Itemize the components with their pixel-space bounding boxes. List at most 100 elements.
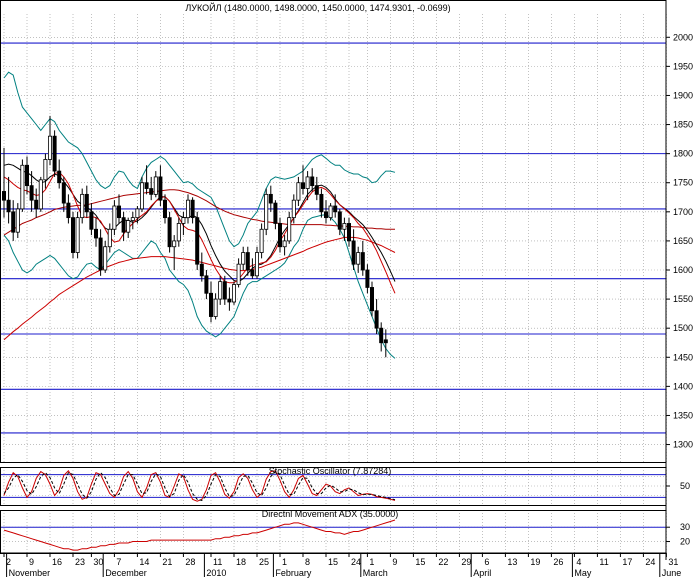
x-tick-label: 19 bbox=[530, 557, 540, 567]
candle-body bbox=[231, 284, 236, 303]
candle-body bbox=[360, 252, 365, 271]
x-tick-label: 1 bbox=[369, 557, 374, 567]
x-tick-label: 31 bbox=[668, 557, 678, 567]
x-tick-label: 9 bbox=[392, 557, 397, 567]
x-tick-label: 6 bbox=[484, 557, 489, 567]
candle-body bbox=[268, 193, 273, 204]
candle bbox=[379, 322, 384, 352]
adx-label: Directnl Movement ADX (35.0000) bbox=[262, 509, 399, 519]
candle bbox=[162, 194, 167, 224]
candle bbox=[199, 252, 204, 282]
adx-tick-label: 30 bbox=[680, 522, 690, 532]
candle-body bbox=[305, 176, 310, 189]
candle-body bbox=[319, 193, 324, 213]
candle-body bbox=[38, 179, 43, 210]
candle-body bbox=[185, 199, 190, 219]
y-axis: 1300 1350 1400 1450 1500 1550 1600 1650 1700 1750… bbox=[666, 32, 693, 547]
candle bbox=[121, 211, 126, 241]
x-tick-label: 14 bbox=[139, 557, 149, 567]
candle-body bbox=[98, 237, 103, 271]
candle-body bbox=[277, 223, 282, 248]
candle bbox=[11, 200, 16, 241]
candle-body bbox=[84, 193, 89, 213]
candle bbox=[48, 115, 53, 166]
candle-body bbox=[172, 240, 177, 248]
stochastic-tick-label: 50 bbox=[680, 481, 690, 491]
x-tick-label: 26 bbox=[553, 557, 563, 567]
candle-body bbox=[190, 199, 195, 219]
candle-body bbox=[149, 188, 154, 195]
x-tick-label: 25 bbox=[259, 557, 269, 567]
candle-body bbox=[250, 269, 255, 277]
candle-body bbox=[199, 263, 204, 277]
candle bbox=[277, 217, 282, 253]
x-tick-label: 4 bbox=[576, 557, 581, 567]
candle bbox=[250, 258, 255, 279]
candle bbox=[360, 240, 365, 276]
candle-body bbox=[176, 223, 181, 242]
candle bbox=[144, 165, 149, 195]
candle bbox=[328, 203, 333, 221]
candle bbox=[195, 211, 200, 270]
x-tick-label: 15 bbox=[415, 557, 425, 567]
candle bbox=[20, 159, 25, 212]
candle bbox=[268, 185, 273, 212]
candle-body bbox=[126, 220, 131, 233]
candle-body bbox=[24, 164, 29, 187]
candle bbox=[172, 235, 177, 270]
candle-body bbox=[66, 202, 71, 219]
y-tick-label: 1750 bbox=[673, 178, 693, 188]
candle bbox=[52, 130, 57, 177]
candle bbox=[94, 217, 99, 247]
candle-body bbox=[346, 223, 351, 242]
candle bbox=[374, 299, 379, 334]
candle-body bbox=[314, 185, 319, 195]
moving-average-fast-line bbox=[3, 171, 396, 294]
candle-body bbox=[112, 205, 117, 230]
x-tick-label: 13 bbox=[507, 557, 517, 567]
candle bbox=[319, 188, 324, 218]
y-tick-label: 1300 bbox=[673, 440, 693, 450]
y-tick-label: 1450 bbox=[673, 352, 693, 362]
x-tick-label: 16 bbox=[52, 557, 62, 567]
candle-body bbox=[80, 193, 85, 219]
candle bbox=[259, 223, 264, 259]
candle bbox=[107, 223, 112, 253]
x-axis: 2 9 16 23 30 7 14 21 28 11 18 25 1 8 15 24 1 9 15 22 29 6 13 19… bbox=[0, 552, 681, 578]
candle bbox=[323, 200, 328, 224]
candle-body bbox=[245, 252, 250, 271]
candle-body bbox=[117, 205, 122, 219]
candle bbox=[66, 194, 71, 224]
candle bbox=[222, 275, 227, 305]
candle bbox=[282, 235, 287, 256]
candle-body bbox=[34, 199, 39, 210]
candle-body bbox=[135, 208, 140, 219]
candle-body bbox=[227, 298, 232, 303]
y-tick-label: 1850 bbox=[673, 120, 693, 130]
candle-body bbox=[374, 310, 379, 329]
candle-body bbox=[57, 170, 62, 184]
candle bbox=[153, 171, 158, 198]
candle bbox=[254, 246, 259, 279]
candle bbox=[167, 211, 172, 253]
y-tick-label: 1900 bbox=[673, 90, 693, 100]
candle-body bbox=[328, 205, 333, 219]
candle bbox=[273, 200, 278, 230]
candle-body bbox=[167, 217, 172, 248]
candle bbox=[135, 206, 140, 224]
candle bbox=[24, 156, 29, 195]
candle bbox=[337, 208, 342, 236]
candle bbox=[351, 229, 356, 270]
y-tick-label: 1700 bbox=[673, 207, 693, 217]
x-tick-label: 8 bbox=[305, 557, 310, 567]
candle-body bbox=[11, 211, 16, 233]
candle bbox=[158, 165, 163, 206]
x-tick-label: 18 bbox=[236, 557, 246, 567]
x-tick-label: 15 bbox=[328, 557, 338, 567]
candle-body bbox=[61, 182, 66, 204]
chart-title: ЛУКОЙЛ (1480.0000, 1498.0000, 1450.0000,… bbox=[185, 2, 450, 13]
candle bbox=[75, 211, 80, 259]
month-label: May bbox=[574, 568, 592, 578]
candle-body bbox=[121, 217, 126, 233]
candle-body bbox=[195, 217, 200, 265]
